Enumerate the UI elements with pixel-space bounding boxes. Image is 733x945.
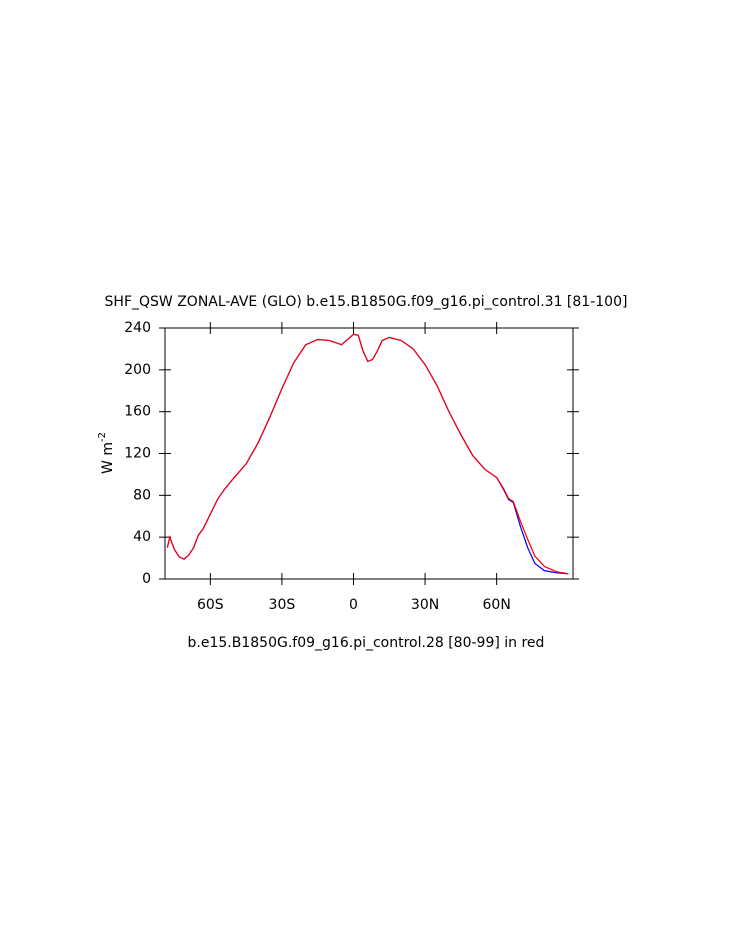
x-tick-label: 60N: [483, 597, 511, 613]
x-tick-label: 0: [349, 597, 358, 613]
x-tick-label: 60S: [197, 597, 224, 613]
chart-title: SHF_QSW ZONAL-AVE (GLO) b.e15.B1850G.f09…: [105, 294, 628, 310]
y-tick-label: 0: [142, 571, 151, 587]
x-tick-label: 30N: [411, 597, 439, 613]
y-tick-label: 120: [124, 446, 151, 462]
x-tick-label: 30S: [269, 597, 296, 613]
y-tick-label: 160: [124, 404, 151, 420]
y-tick-label: 40: [133, 529, 151, 545]
y-label-text: W m: [100, 442, 116, 474]
y-tick-label: 80: [133, 487, 151, 503]
y-axis-label: W m-2: [97, 432, 116, 474]
annotation: b.e15.B1850G.f09_g16.pi_control.28 [80-9…: [188, 635, 545, 651]
y-tick-label: 240: [124, 320, 151, 336]
series-line: [166, 333, 569, 575]
y-tick-label: 200: [124, 362, 151, 378]
y-label-exponent: -2: [97, 432, 108, 442]
